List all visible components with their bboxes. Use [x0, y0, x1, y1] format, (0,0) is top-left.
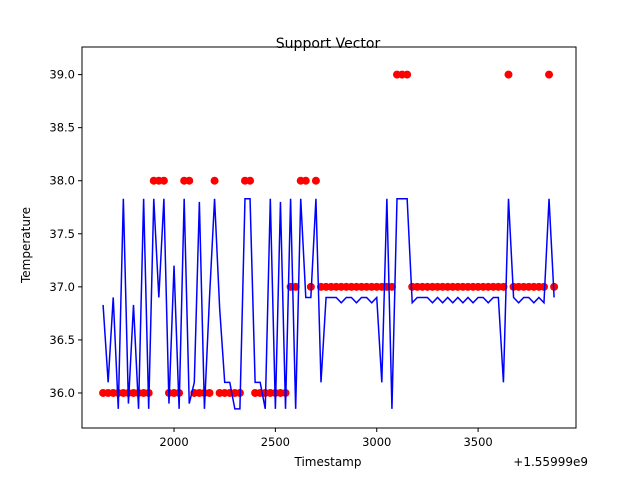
data-point	[246, 176, 255, 185]
y-axis-label: Temperature	[19, 207, 33, 284]
data-point	[504, 70, 513, 79]
y-tick-label: 38.5	[49, 121, 75, 135]
y-tick-label: 37.0	[49, 280, 75, 294]
data-point	[301, 176, 310, 185]
data-point	[311, 176, 320, 185]
y-tick-label: 36.5	[49, 333, 75, 347]
data-point	[210, 176, 219, 185]
data-point	[291, 282, 300, 291]
data-point	[545, 70, 554, 79]
data-point	[539, 282, 548, 291]
x-axis-label: Timestamp	[294, 455, 362, 469]
data-point	[205, 388, 214, 397]
y-tick-label: 37.5	[49, 227, 75, 241]
data-point	[387, 282, 396, 291]
y-tick-label: 38.0	[49, 174, 75, 188]
x-tick-label: 3000	[362, 435, 391, 449]
x-offset-label: +1.55999e9	[513, 455, 588, 469]
data-point	[403, 70, 412, 79]
chart-title: Support Vector	[276, 36, 381, 52]
y-tick-label: 39.0	[49, 68, 75, 82]
x-tick-label: 2000	[159, 435, 188, 449]
y-tick-label: 36.0	[49, 386, 75, 400]
x-tick-label: 3500	[463, 435, 492, 449]
data-point	[159, 176, 168, 185]
plot-frame	[81, 46, 577, 429]
x-tick-label: 2500	[261, 435, 290, 449]
data-line	[102, 198, 555, 410]
data-point	[185, 176, 194, 185]
